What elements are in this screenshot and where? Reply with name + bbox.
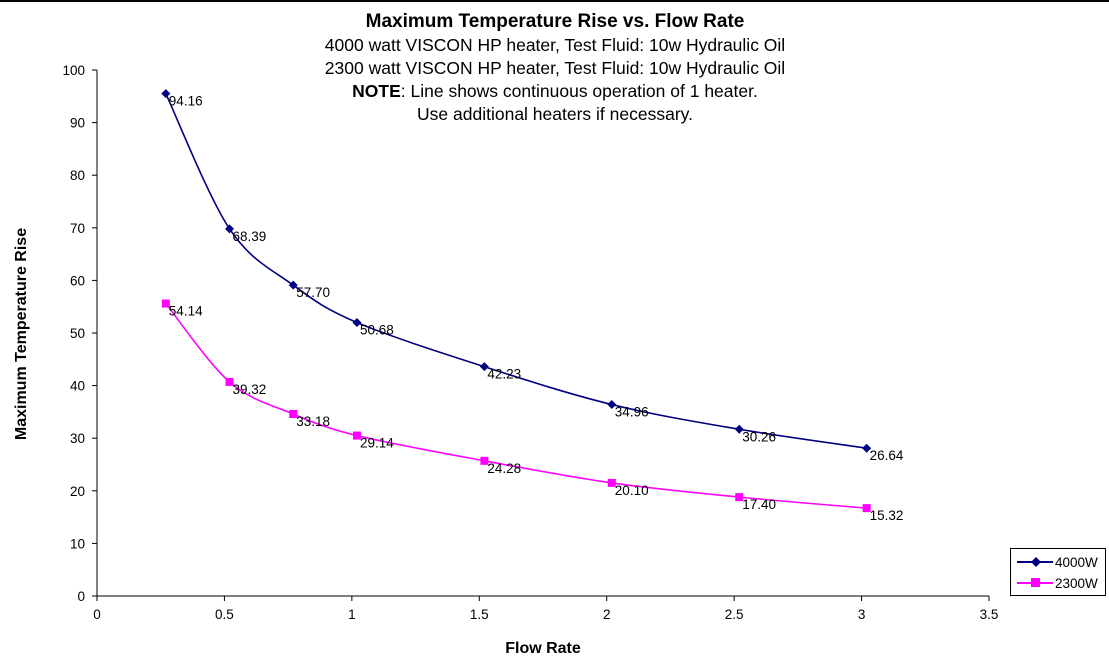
top-border-line xyxy=(0,0,1109,2)
data-label-2300w: 54.14 xyxy=(169,304,203,319)
data-label-4000w: 94.16 xyxy=(169,94,203,109)
chart-note-line2: Use additional heaters if necessary. xyxy=(417,104,693,124)
x-tick-label: 3 xyxy=(858,607,866,622)
x-tick-label: 0 xyxy=(93,607,101,622)
data-point-2300w xyxy=(607,478,616,487)
y-tick-label: 80 xyxy=(70,168,85,183)
data-point-2300w xyxy=(225,377,234,386)
x-tick-label: 2.5 xyxy=(725,607,744,622)
data-label-2300w: 15.32 xyxy=(870,508,904,523)
data-point-2300w xyxy=(862,504,871,513)
data-point-4000w xyxy=(862,443,872,453)
data-label-2300w: 17.40 xyxy=(742,497,776,512)
y-tick-label: 90 xyxy=(70,116,85,131)
x-tick-label: 3.5 xyxy=(980,607,999,622)
y-tick-label: 0 xyxy=(77,589,85,604)
data-point-4000w xyxy=(607,400,617,410)
data-label-4000w: 26.64 xyxy=(870,448,904,463)
y-tick-label: 10 xyxy=(70,536,85,551)
legend-item-4000w: 4000W xyxy=(1011,552,1105,572)
data-label-4000w: 30.26 xyxy=(742,429,776,444)
data-label-4000w: 34.96 xyxy=(615,405,649,420)
data-label-2300w: 24.28 xyxy=(487,461,521,476)
data-point-2300w xyxy=(161,299,170,308)
series-line-4000w xyxy=(165,93,867,449)
data-point-4000w xyxy=(479,362,489,372)
data-label-2300w: 20.10 xyxy=(615,483,649,498)
legend-label-2300w: 2300W xyxy=(1055,576,1098,591)
data-label-4000w: 57.70 xyxy=(296,285,330,300)
data-point-2300w xyxy=(480,456,489,465)
y-tick-label: 70 xyxy=(70,221,85,236)
note-text: : Line shows continuous operation of 1 h… xyxy=(400,81,758,101)
legend: 4000W 2300W xyxy=(1010,548,1106,596)
legend-label-4000w: 4000W xyxy=(1055,555,1098,570)
y-tick-label: 50 xyxy=(70,326,85,341)
chart-subtitle-4000w: 4000 watt VISCON HP heater, Test Fluid: … xyxy=(324,35,786,55)
series-line-2300w xyxy=(165,303,867,509)
data-label-4000w: 68.39 xyxy=(233,229,267,244)
data-label-2300w: 33.18 xyxy=(296,414,330,429)
data-label-4000w: 50.68 xyxy=(360,322,394,337)
data-point-4000w xyxy=(161,89,171,99)
data-label-2300w: 29.14 xyxy=(360,436,394,451)
data-point-4000w xyxy=(352,317,362,327)
data-point-4000w xyxy=(288,280,298,290)
data-label-4000w: 42.23 xyxy=(487,367,521,382)
x-axis-label: Flow Rate xyxy=(505,640,581,657)
data-point-2300w xyxy=(735,493,744,502)
chart-subtitle-2300w: 2300 watt VISCON HP heater, Test Fluid: … xyxy=(324,58,786,78)
data-label-2300w: 39.32 xyxy=(233,382,267,397)
y-tick-label: 40 xyxy=(70,379,85,394)
data-point-4000w xyxy=(225,224,235,234)
note-label: NOTE xyxy=(352,81,401,101)
x-tick-label: 1.5 xyxy=(470,607,489,622)
y-tick-label: 60 xyxy=(70,273,85,288)
chart-titles: Maximum Temperature Rise vs. Flow Rate 4… xyxy=(240,10,870,126)
x-tick-label: 2 xyxy=(603,607,611,622)
legend-item-2300w: 2300W xyxy=(1011,573,1105,593)
chart-note: NOTE: Line shows continuous operation of… xyxy=(240,80,870,103)
chart-title: Maximum Temperature Rise vs. Flow Rate xyxy=(365,11,745,32)
y-tick-label: 30 xyxy=(70,431,85,446)
data-point-2300w xyxy=(352,431,361,440)
legend-square-marker xyxy=(1031,578,1040,587)
data-point-4000w xyxy=(734,424,744,434)
data-point-2300w xyxy=(289,410,298,419)
x-tick-label: 0.5 xyxy=(215,607,234,622)
x-tick-label: 1 xyxy=(348,607,356,622)
legend-diamond-marker xyxy=(1031,557,1041,567)
y-tick-label: 100 xyxy=(62,63,85,78)
y-tick-label: 20 xyxy=(70,484,85,499)
